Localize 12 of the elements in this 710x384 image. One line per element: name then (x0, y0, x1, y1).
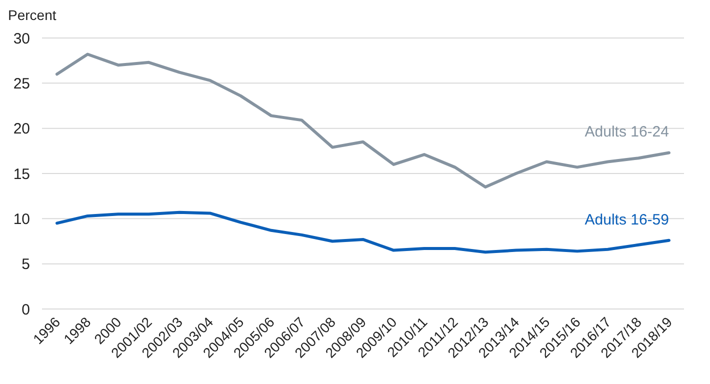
line-series (56, 52, 670, 189)
series-label: Adults 16-24 (584, 124, 669, 141)
y-axis-title: Percent (8, 7, 56, 23)
y-tick-label: 30 (13, 30, 30, 48)
line-series (56, 210, 670, 254)
y-tick-label: 10 (13, 210, 30, 228)
y-tick-label: 0 (22, 301, 30, 318)
series-label: Adults 16-59 (584, 211, 669, 228)
y-tick-label: 15 (13, 166, 30, 183)
y-tick-label: 25 (13, 75, 30, 92)
y-tick-label: 20 (13, 120, 30, 138)
y-tick-label: 5 (22, 256, 30, 274)
